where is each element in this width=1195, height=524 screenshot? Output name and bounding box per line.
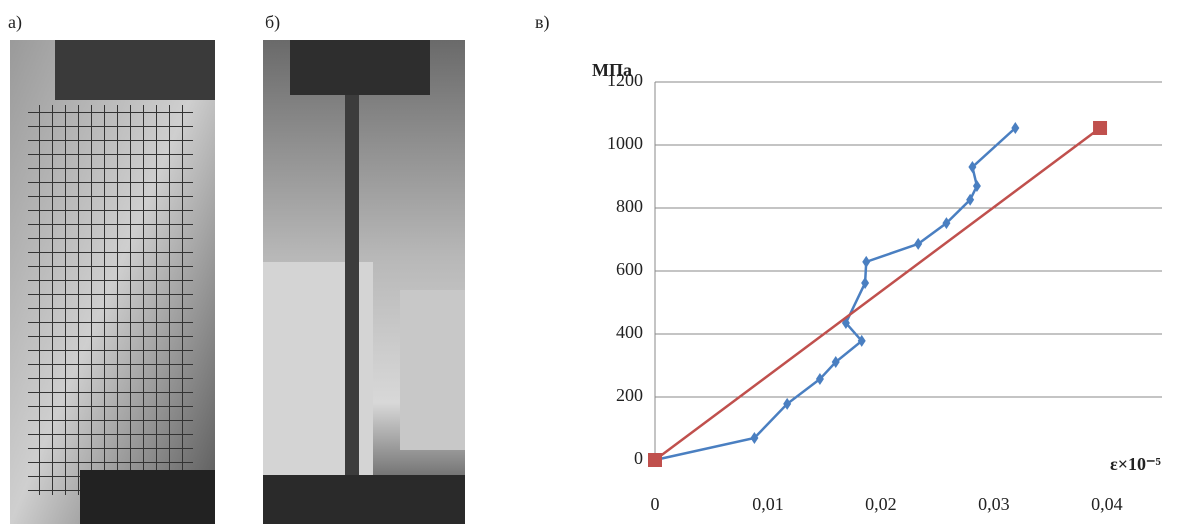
y-tick-label: 200: [616, 385, 643, 405]
figure: а) б) в) МПа ε×10⁻⁵ 02004006008001000120…: [0, 0, 1195, 524]
point: [1093, 121, 1107, 135]
y-tick-label: 400: [616, 322, 643, 342]
x-tick-label: 0: [651, 494, 660, 514]
y-tick-label: 1000: [607, 133, 643, 153]
x-tick-label: 0,03: [978, 494, 1010, 514]
x-tick-label: 0,04: [1091, 494, 1123, 514]
panel-label: б): [265, 12, 280, 33]
x-tick-label: 0,01: [752, 494, 784, 514]
point: [914, 238, 922, 250]
y-tick-label: 600: [616, 259, 643, 279]
point: [648, 453, 662, 467]
photo-a: [10, 40, 215, 524]
panel-label: в): [535, 12, 550, 33]
y-tick-label: 1200: [607, 70, 643, 90]
series-line: [655, 128, 1100, 460]
x-axis-label: ε×10⁻⁵: [1110, 454, 1161, 474]
point: [862, 256, 870, 268]
y-tick-label: 0: [634, 448, 643, 468]
panel-label: а): [8, 12, 22, 33]
series-line: [655, 128, 1015, 460]
photo-b: [263, 40, 465, 524]
x-tick-label: 0,02: [865, 494, 897, 514]
y-tick-label: 800: [616, 196, 643, 216]
